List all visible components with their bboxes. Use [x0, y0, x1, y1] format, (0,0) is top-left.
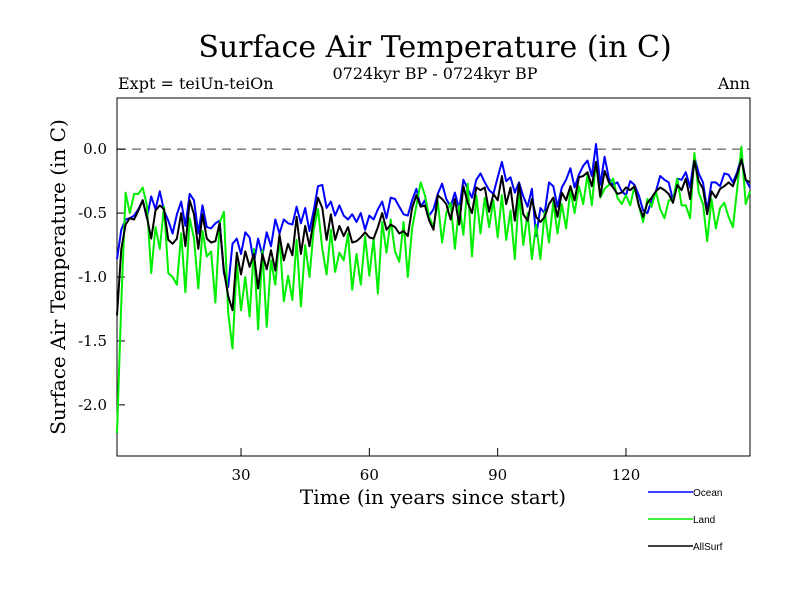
y-tick-label: -2.0: [78, 396, 107, 414]
y-tick-label: -1.0: [78, 268, 107, 286]
x-tick-label: 30: [231, 466, 250, 484]
series-line-allsurf: [116, 158, 751, 316]
x-tick-label: 90: [488, 466, 507, 484]
x-axis-label: Time (in years since start): [300, 485, 566, 509]
legend-label-land: Land: [693, 515, 715, 526]
x-tick-label: 60: [360, 466, 379, 484]
x-tick-label: 120: [612, 466, 641, 484]
page-title: Surface Air Temperature (in C): [198, 30, 672, 65]
season-label: Ann: [717, 74, 750, 93]
subtitle: 0724kyr BP - 0724kyr BP: [332, 64, 538, 83]
y-tick-label: 0.0: [83, 140, 107, 158]
plot-frame: [116, 97, 751, 457]
expt-label: Expt = teiUn-teiOn: [118, 74, 274, 93]
series-line-land: [116, 145, 751, 434]
y-tick-label: -1.5: [78, 332, 107, 350]
y-tick-label: -0.5: [78, 204, 107, 222]
legend-label-allsurf: AllSurf: [693, 542, 723, 553]
y-axis-label: Surface Air Temperature (in C): [46, 119, 70, 435]
legend-label-ocean: Ocean: [693, 488, 722, 499]
